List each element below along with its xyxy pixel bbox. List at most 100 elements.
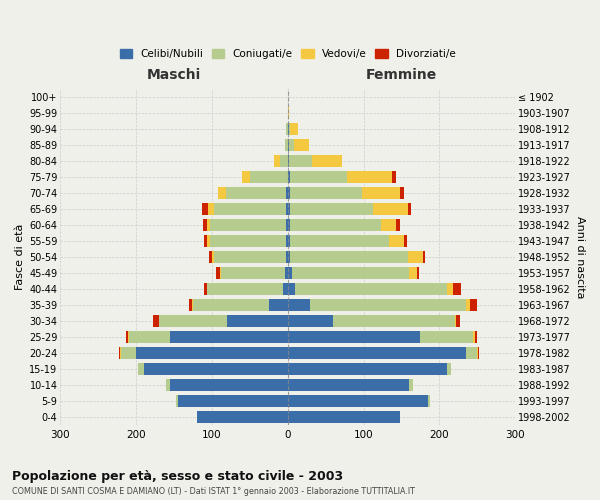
Bar [125, 331, 128, 343]
Bar [208, 235, 211, 247]
Bar [389, 235, 404, 247]
Bar [208, 283, 283, 295]
Bar [290, 219, 381, 231]
Bar [211, 219, 286, 231]
Bar [288, 379, 409, 391]
Bar [288, 395, 428, 407]
Bar [153, 315, 159, 327]
Bar [202, 203, 208, 215]
Bar [214, 203, 286, 215]
Bar [208, 203, 214, 215]
Bar [159, 315, 227, 327]
Bar [289, 155, 312, 167]
Bar [400, 187, 404, 199]
Bar [292, 267, 409, 279]
Bar [218, 187, 226, 199]
Bar [217, 267, 220, 279]
Bar [478, 347, 479, 359]
Bar [206, 219, 211, 231]
Bar [333, 315, 455, 327]
Bar [290, 122, 298, 135]
Bar [312, 155, 343, 167]
Bar [362, 187, 400, 199]
Bar [396, 219, 400, 231]
Bar [290, 187, 362, 199]
Bar [290, 251, 407, 263]
Bar [178, 395, 288, 407]
Bar [373, 203, 407, 215]
Bar [250, 171, 288, 183]
Bar [269, 299, 288, 311]
Bar [447, 363, 451, 375]
Bar [212, 251, 214, 263]
Text: Maschi: Maschi [147, 68, 201, 82]
Bar [290, 203, 373, 215]
Bar [176, 395, 178, 407]
Bar [475, 331, 476, 343]
Bar [166, 379, 170, 391]
Bar [121, 347, 136, 359]
Bar [288, 155, 289, 167]
Bar [286, 203, 288, 215]
Bar [286, 187, 288, 199]
Text: COMUNE DI SANTI COSMA E DAMIANO (LT) - Dati ISTAT 1° gennaio 2003 - Elaborazione: COMUNE DI SANTI COSMA E DAMIANO (LT) - D… [12, 488, 415, 496]
Bar [470, 299, 477, 311]
Bar [288, 139, 289, 151]
Bar [447, 283, 453, 295]
Bar [288, 171, 290, 183]
Bar [347, 171, 392, 183]
Bar [144, 363, 288, 375]
Bar [220, 267, 221, 279]
Bar [428, 395, 430, 407]
Bar [288, 315, 333, 327]
Bar [283, 283, 288, 295]
Bar [288, 122, 289, 135]
Bar [288, 267, 292, 279]
Bar [274, 155, 280, 167]
Bar [170, 379, 288, 391]
Bar [392, 171, 396, 183]
Bar [192, 299, 193, 311]
Bar [128, 331, 170, 343]
Y-axis label: Fasce di età: Fasce di età [15, 224, 25, 290]
Bar [294, 139, 309, 151]
Bar [211, 235, 286, 247]
Bar [290, 235, 389, 247]
Bar [288, 411, 400, 423]
Bar [136, 347, 288, 359]
Bar [119, 347, 120, 359]
Y-axis label: Anni di nascita: Anni di nascita [575, 216, 585, 298]
Bar [286, 251, 288, 263]
Legend: Celibi/Nubili, Coniugati/e, Vedovi/e, Divorziati/e: Celibi/Nubili, Coniugati/e, Vedovi/e, Di… [118, 47, 458, 61]
Bar [409, 267, 416, 279]
Bar [280, 155, 288, 167]
Bar [295, 283, 447, 295]
Bar [416, 267, 419, 279]
Bar [310, 299, 466, 311]
Bar [288, 187, 290, 199]
Bar [205, 283, 206, 295]
Bar [288, 299, 310, 311]
Bar [288, 203, 290, 215]
Text: Popolazione per età, sesso e stato civile - 2003: Popolazione per età, sesso e stato civil… [12, 470, 343, 483]
Bar [137, 363, 144, 375]
Bar [285, 139, 288, 151]
Bar [288, 219, 290, 231]
Bar [455, 315, 456, 327]
Bar [242, 171, 250, 183]
Bar [288, 106, 289, 118]
Bar [409, 379, 413, 391]
Bar [407, 203, 412, 215]
Bar [197, 411, 288, 423]
Bar [286, 122, 288, 135]
Bar [456, 315, 460, 327]
Bar [288, 251, 290, 263]
Bar [404, 235, 407, 247]
Bar [381, 219, 396, 231]
Bar [289, 139, 294, 151]
Bar [290, 171, 347, 183]
Bar [477, 347, 478, 359]
Bar [203, 235, 208, 247]
Bar [286, 267, 288, 279]
Bar [206, 283, 208, 295]
